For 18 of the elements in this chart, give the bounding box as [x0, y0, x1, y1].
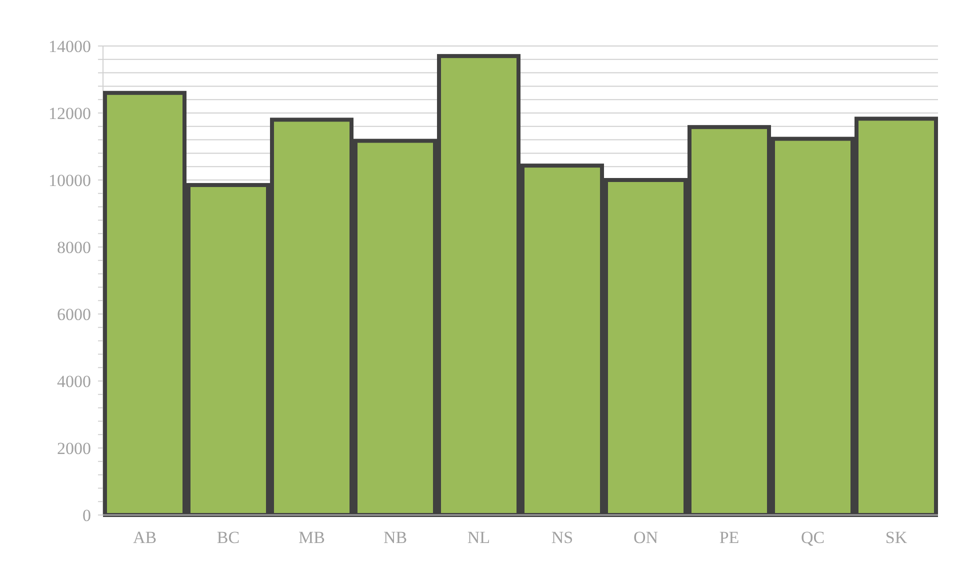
- y-tick-label: 10000: [48, 170, 91, 190]
- x-tick-label: SK: [885, 528, 908, 547]
- x-tick-label: MB: [298, 528, 325, 547]
- x-tick-label: PE: [719, 528, 740, 547]
- x-tick-label: NS: [551, 528, 574, 547]
- x-tick-label: AB: [132, 528, 157, 547]
- y-tick-label: 2000: [57, 438, 91, 458]
- y-tick-label: 12000: [48, 104, 91, 123]
- x-tick-label: BC: [216, 528, 240, 547]
- y-tick-label: 4000: [57, 372, 91, 391]
- y-tick-label: 6000: [57, 304, 91, 324]
- x-tick-label: ON: [633, 528, 658, 547]
- x-tick-label: NB: [383, 528, 408, 547]
- x-tick-label: QC: [800, 528, 825, 547]
- y-tick-label: 14000: [48, 36, 91, 56]
- y-tick-label: 8000: [57, 238, 91, 257]
- x-tick-label: NL: [467, 528, 490, 547]
- y-tick-label: 0: [82, 506, 91, 525]
